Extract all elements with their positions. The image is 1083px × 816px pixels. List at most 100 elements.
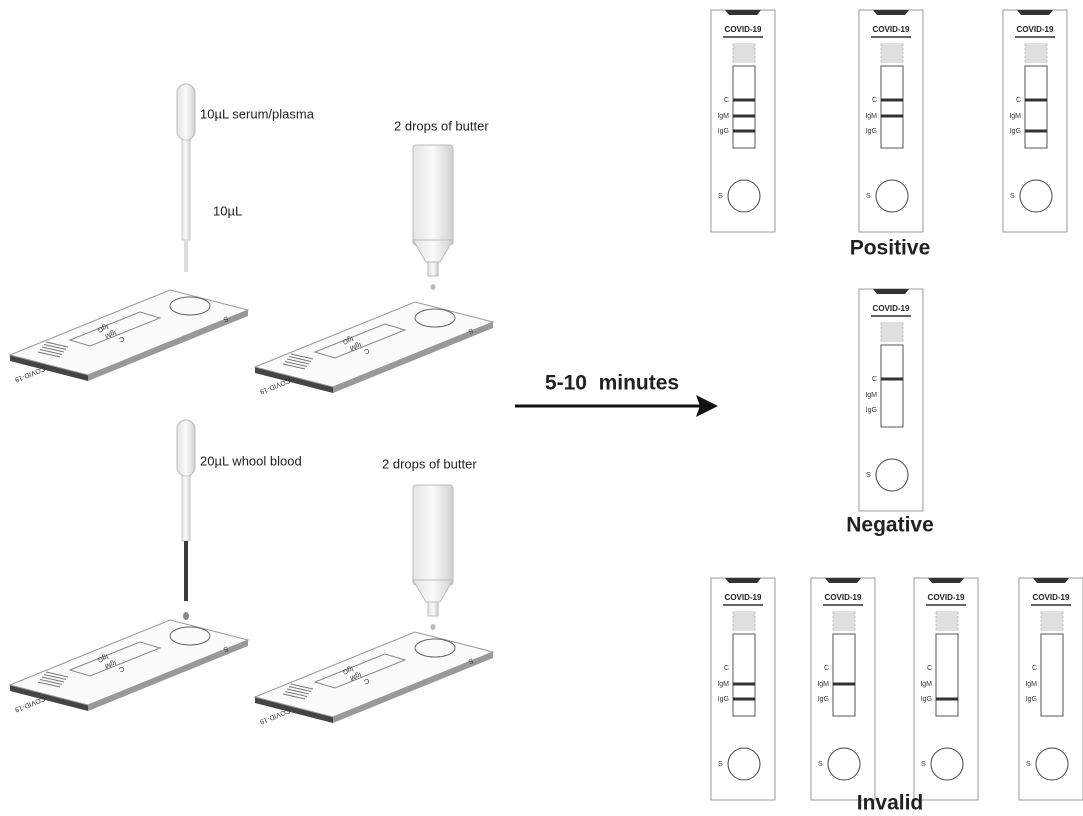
sample-well xyxy=(1020,180,1052,212)
slide-brand: COVID-19 xyxy=(14,694,47,713)
cassette: COVID-19 C IgM IgG S xyxy=(711,10,775,232)
line-mark: IgG xyxy=(921,696,932,703)
cassette: COVID-19 C IgM IgG S xyxy=(811,578,875,800)
sample-well xyxy=(876,459,908,491)
diagram: 10µL serum/plasma 10µL 2 drops of butter… xyxy=(0,0,1083,816)
sample-mark: S xyxy=(718,761,723,768)
line-mark: C xyxy=(1016,97,1021,104)
line-mark: IgM xyxy=(1009,113,1021,120)
buffer-bottle xyxy=(413,485,453,630)
buffer-bottle xyxy=(413,145,453,290)
sample-label: 10µL serum/plasma xyxy=(200,106,315,121)
line-mark: C xyxy=(927,665,932,672)
result-window xyxy=(936,634,958,716)
result-window xyxy=(1041,634,1063,716)
slide-brand: COVID-19 xyxy=(14,364,47,383)
test-line xyxy=(881,378,903,381)
test-line xyxy=(733,99,755,102)
line-mark: IgG xyxy=(718,696,729,703)
line-mark: IgM xyxy=(920,681,932,688)
cassette-cap xyxy=(873,289,909,294)
line-mark: IgG xyxy=(718,128,729,135)
result-window xyxy=(833,634,855,716)
result-label: Negative xyxy=(846,514,934,537)
sample-mark: S xyxy=(1010,193,1015,200)
sample-mark: S xyxy=(866,193,871,200)
line-mark: C xyxy=(872,376,877,383)
result-label: Positive xyxy=(850,237,931,260)
sample-mark: S xyxy=(921,761,926,768)
cassette-cap xyxy=(928,578,964,583)
cassette-cap xyxy=(873,10,909,15)
sample-well xyxy=(876,180,908,212)
cassette-brand: COVID-19 xyxy=(1033,593,1070,602)
sample-well xyxy=(931,748,963,780)
sample-mark: S xyxy=(866,472,871,479)
cassette-brand: COVID-19 xyxy=(873,304,910,313)
cassette-cap xyxy=(725,10,761,15)
cassette-cap xyxy=(1033,578,1069,583)
test-line xyxy=(936,698,958,701)
arrow-label: 5-10 minutes xyxy=(545,372,679,395)
cassette-brand: COVID-19 xyxy=(725,593,762,602)
result-window xyxy=(881,66,903,148)
line-mark: IgM xyxy=(717,113,729,120)
test-line xyxy=(881,99,903,102)
pipette xyxy=(177,84,195,272)
cassette: COVID-19 C IgM IgG S xyxy=(914,578,978,800)
slide: COVID-19CIgMIgGS xyxy=(255,632,493,725)
test-line xyxy=(733,683,755,686)
arrow xyxy=(515,395,718,417)
buffer-label: 2 drops of butter xyxy=(394,118,489,133)
cassette: COVID-19CIgMIgGS xyxy=(859,10,923,232)
test-line xyxy=(733,698,755,701)
cassette: COVID-19 C IgM IgG S xyxy=(1019,578,1083,800)
cassette-cap xyxy=(725,578,761,583)
cassette: COVID-19 C IgM IgG S xyxy=(1003,10,1067,232)
result-window xyxy=(733,66,755,148)
volume-label: 10µL xyxy=(213,203,242,218)
test-line xyxy=(733,130,755,133)
slide-brand: COVID-19 xyxy=(259,376,292,395)
sample-mark: S xyxy=(718,193,723,200)
line-mark: IgM xyxy=(1025,681,1037,688)
cassette-brand: COVID-19 xyxy=(825,593,862,602)
sample-well xyxy=(728,748,760,780)
test-line xyxy=(733,115,755,118)
result-label: Invalid xyxy=(857,792,924,815)
line-mark: C xyxy=(724,665,729,672)
result-window xyxy=(881,345,903,427)
cassette-brand: COVID-19 xyxy=(928,593,965,602)
line-mark: IgG xyxy=(866,407,877,414)
slide-brand: COVID-19 xyxy=(259,706,292,725)
sample-well xyxy=(728,180,760,212)
line-mark: IgG xyxy=(818,696,829,703)
test-line xyxy=(1025,99,1047,102)
slide: COVID-19CIgMIgGS xyxy=(255,302,493,395)
cassette: COVID-19 C IgM IgG S xyxy=(711,578,775,800)
line-mark: IgM xyxy=(865,113,877,120)
line-mark: C xyxy=(824,665,829,672)
cassette-cap xyxy=(1017,10,1053,15)
line-mark: IgM xyxy=(817,681,829,688)
line-mark: IgG xyxy=(866,128,877,135)
line-mark: IgG xyxy=(1026,696,1037,703)
cassette-brand: COVID-19 xyxy=(1017,25,1054,34)
line-mark: IgM xyxy=(865,392,877,399)
pipette xyxy=(177,420,195,620)
result-window xyxy=(733,634,755,716)
result-window xyxy=(1025,66,1047,148)
test-line xyxy=(1025,130,1047,133)
line-mark: C xyxy=(1032,665,1037,672)
sample-mark: S xyxy=(818,761,823,768)
sample-mark: S xyxy=(1026,761,1031,768)
line-mark: IgG xyxy=(1010,128,1021,135)
cassette-brand: COVID-19 xyxy=(725,25,762,34)
line-mark: IgM xyxy=(717,681,729,688)
cassette: COVID-19 C IgM IgG S xyxy=(859,289,923,511)
cassette-cap xyxy=(825,578,861,583)
line-mark: C xyxy=(872,97,877,104)
line-mark: C xyxy=(724,97,729,104)
